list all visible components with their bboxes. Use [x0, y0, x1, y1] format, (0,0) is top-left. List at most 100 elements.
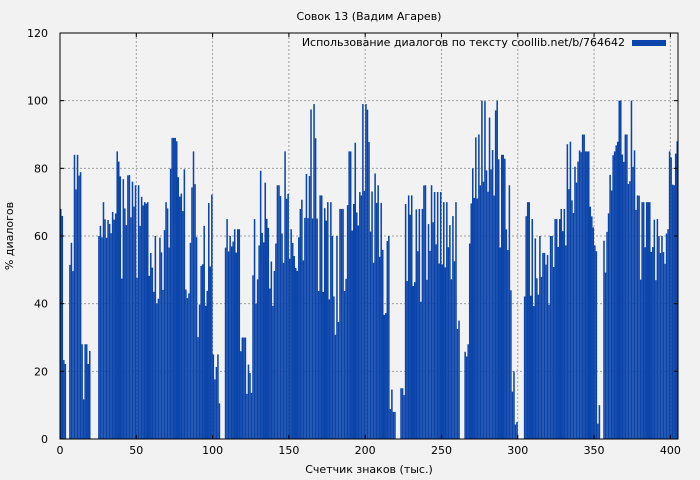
bar: [348, 151, 350, 439]
bar: [507, 250, 509, 439]
bar: [342, 208, 344, 439]
bar: [636, 195, 639, 439]
bar: [319, 195, 321, 439]
bar: [659, 252, 662, 439]
bar: [380, 202, 382, 439]
bar: [676, 141, 678, 439]
bar: [525, 216, 527, 439]
x-tick-label: 150: [278, 444, 299, 457]
bar: [291, 242, 294, 439]
bar: [389, 409, 392, 439]
bar: [670, 157, 672, 439]
bar: [237, 229, 239, 439]
bar: [113, 219, 115, 439]
bar: [189, 242, 192, 439]
bar: [60, 208, 62, 439]
bar: [534, 238, 537, 439]
bar: [107, 219, 109, 439]
bar: [98, 235, 100, 439]
bar: [374, 173, 376, 439]
bar: [325, 220, 328, 439]
bar: [528, 202, 530, 439]
bar: [247, 364, 250, 439]
bar: [169, 168, 172, 440]
bar: [313, 104, 315, 440]
bar: [314, 138, 317, 440]
x-tick-label: 100: [202, 444, 223, 457]
bar: [633, 150, 636, 439]
bar: [340, 208, 343, 439]
bar: [372, 262, 375, 439]
x-axis: 0 50 100 150 200 250 300 350 400: [57, 33, 681, 457]
bar: [278, 185, 280, 439]
bar: [185, 289, 187, 439]
bar: [514, 424, 517, 439]
bar: [160, 252, 163, 439]
bar: [433, 192, 436, 439]
bar: [114, 213, 117, 439]
bar: [317, 291, 320, 439]
bar: [516, 422, 518, 439]
bar: [511, 391, 514, 439]
bar: [485, 170, 488, 440]
bar: [629, 181, 631, 440]
bar: [142, 205, 144, 439]
bar: [385, 313, 387, 439]
bar: [287, 193, 289, 439]
bar: [266, 218, 268, 439]
bar: [626, 134, 628, 439]
bar: [218, 403, 221, 439]
bar: [143, 202, 146, 439]
bar: [174, 137, 176, 439]
bar: [455, 202, 457, 439]
bar: [87, 364, 89, 439]
bar: [153, 291, 155, 439]
bar: [649, 202, 651, 439]
bar: [381, 249, 384, 439]
x-tick-label: 350: [584, 444, 605, 457]
y-tick-label: 40: [34, 298, 48, 311]
bar: [197, 337, 199, 439]
bar: [241, 337, 244, 439]
bar: [156, 303, 158, 439]
bar: [410, 195, 413, 439]
bar: [484, 101, 486, 439]
bar: [121, 278, 123, 439]
bar: [491, 150, 494, 439]
bar: [194, 184, 196, 439]
bar: [150, 252, 152, 439]
bar: [574, 166, 576, 439]
bar: [203, 225, 205, 439]
bar: [620, 100, 622, 440]
bar: [177, 177, 180, 439]
bar: [436, 192, 439, 439]
bar: [124, 208, 126, 439]
bar: [391, 389, 393, 439]
bar: [432, 222, 434, 439]
bar: [562, 231, 564, 439]
bar: [566, 144, 569, 439]
bar: [281, 233, 283, 439]
bar: [128, 175, 131, 439]
bar: [333, 296, 335, 439]
bar: [499, 247, 501, 439]
bar: [472, 168, 474, 440]
bar: [505, 229, 508, 439]
bar: [296, 270, 299, 439]
bar: [481, 100, 483, 440]
bar: [598, 405, 601, 439]
bar: [632, 166, 634, 439]
bar: [639, 279, 642, 439]
bar: [88, 350, 91, 439]
bar: [424, 185, 427, 439]
bar: [490, 169, 492, 439]
bar: [673, 185, 675, 439]
bars: [60, 100, 678, 440]
bar: [531, 219, 534, 439]
bar: [183, 169, 186, 439]
bar: [139, 225, 141, 439]
bar: [496, 100, 498, 440]
bar: [493, 195, 495, 439]
bar: [415, 209, 418, 439]
bar: [102, 202, 105, 439]
